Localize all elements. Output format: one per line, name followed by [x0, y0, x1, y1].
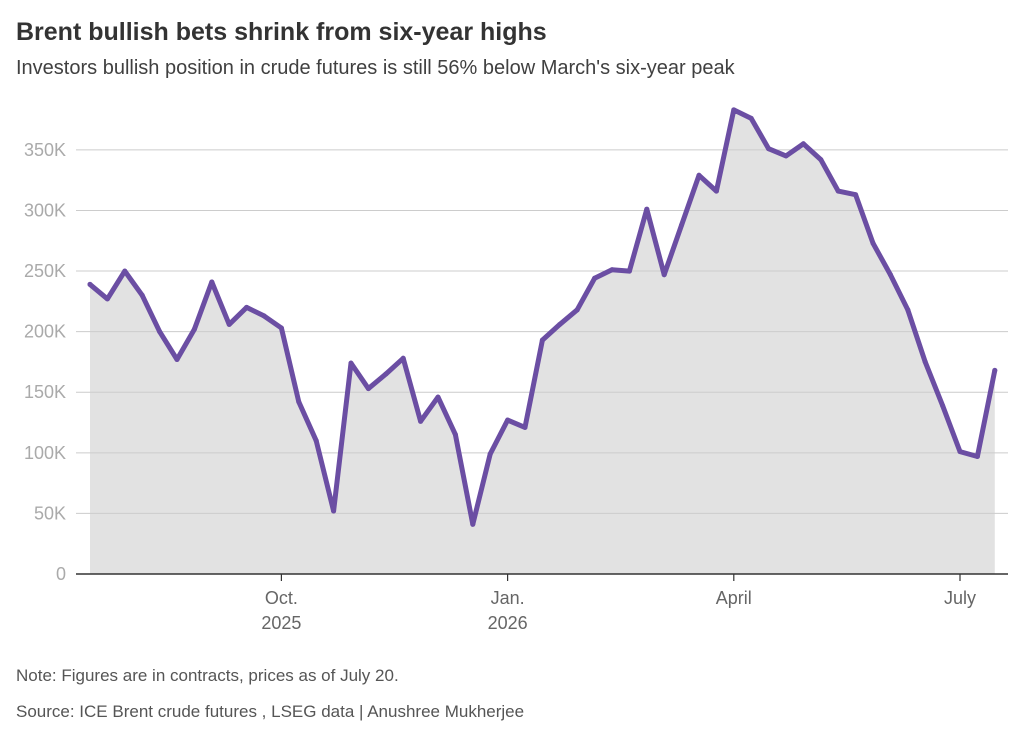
- data-point: [609, 267, 615, 273]
- data-point: [209, 279, 215, 285]
- data-point: [348, 360, 354, 366]
- data-point: [661, 272, 667, 278]
- y-tick-label: 300K: [24, 200, 66, 220]
- data-point: [400, 355, 406, 361]
- data-point: [818, 157, 824, 163]
- data-point: [418, 418, 424, 424]
- data-point: [974, 454, 980, 459]
- data-point: [992, 367, 998, 373]
- y-tick-label: 350K: [24, 140, 66, 160]
- data-point: [766, 146, 772, 152]
- data-point: [139, 292, 145, 298]
- x-tick-year-label: 2025: [261, 613, 301, 633]
- data-point: [191, 326, 197, 332]
- y-tick-label: 150K: [24, 382, 66, 402]
- chart-source: Source: ICE Brent crude futures , LSEG d…: [16, 702, 525, 721]
- data-point: [557, 321, 563, 327]
- data-point: [174, 357, 180, 362]
- data-point: [592, 275, 598, 281]
- x-tick-label: Jan.: [491, 588, 525, 608]
- chart-subtitle: Investors bullish position in crude futu…: [16, 57, 735, 79]
- data-point: [626, 268, 632, 274]
- data-point: [244, 304, 250, 310]
- data-point: [87, 281, 93, 287]
- data-point: [522, 424, 528, 430]
- data-point: [679, 222, 685, 228]
- chart-title: Brent bullish bets shrink from six-year …: [16, 18, 547, 46]
- data-point: [696, 172, 702, 178]
- data-point: [313, 438, 319, 444]
- data-point: [835, 188, 841, 194]
- data-point: [226, 321, 232, 327]
- x-tick-label: July: [944, 588, 976, 608]
- data-point: [278, 325, 284, 331]
- x-tick-year-label: 2026: [488, 613, 528, 633]
- y-tick-label: 50K: [34, 503, 66, 523]
- data-point: [574, 307, 580, 313]
- data-point: [157, 329, 163, 335]
- data-point: [261, 313, 267, 319]
- data-point: [539, 337, 545, 343]
- y-tick-label: 200K: [24, 322, 66, 342]
- data-point: [644, 206, 650, 212]
- data-point: [331, 508, 337, 514]
- data-point: [452, 432, 458, 438]
- x-tick-label: April: [716, 588, 752, 608]
- data-point: [470, 521, 476, 527]
- data-point: [957, 449, 963, 455]
- x-tick-label: Oct.: [265, 588, 298, 608]
- y-tick-label: 100K: [24, 443, 66, 463]
- data-point: [505, 417, 511, 423]
- data-point: [853, 192, 859, 198]
- data-point: [800, 141, 806, 147]
- data-point: [940, 403, 946, 409]
- data-point: [748, 115, 754, 121]
- data-point: [731, 107, 737, 113]
- y-tick-label: 250K: [24, 261, 66, 281]
- y-tick-label: 0: [56, 564, 66, 584]
- data-point: [922, 359, 928, 365]
- data-point: [296, 399, 302, 405]
- data-point: [122, 268, 128, 274]
- data-point: [487, 451, 493, 457]
- data-point: [104, 296, 110, 302]
- data-point: [870, 240, 876, 246]
- data-point: [383, 371, 389, 377]
- data-point: [435, 394, 441, 400]
- data-point: [887, 272, 893, 278]
- data-point: [365, 386, 371, 392]
- data-point: [713, 188, 719, 194]
- chart-note: Note: Figures are in contracts, prices a…: [16, 666, 399, 685]
- data-point: [905, 307, 911, 313]
- data-point: [783, 153, 789, 159]
